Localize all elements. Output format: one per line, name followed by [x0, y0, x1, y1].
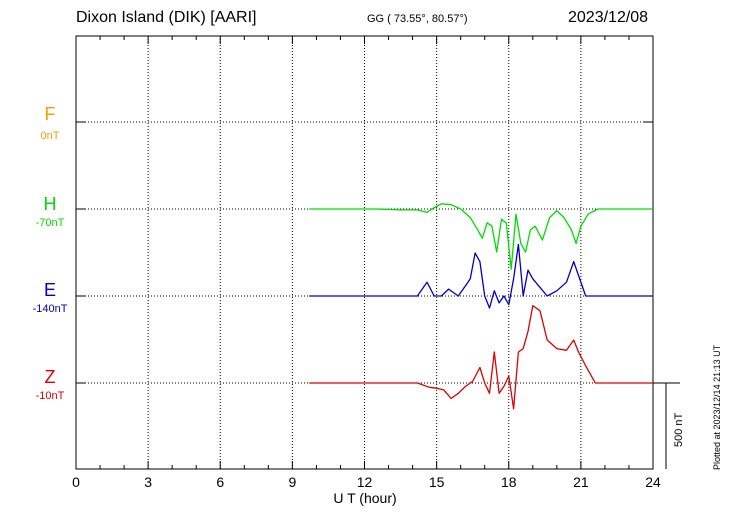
- x-tick-label: 0: [72, 474, 80, 490]
- x-tick-label: 21: [573, 474, 589, 490]
- scale-bar: [653, 382, 680, 469]
- channel-offset-h: -70nT: [35, 217, 65, 229]
- plotted-timestamp: Plotted at 2023/12/14 21:13 UT: [712, 344, 722, 470]
- x-axis-label: U T (hour): [333, 490, 397, 506]
- x-tick-label: 24: [645, 474, 661, 490]
- x-tick-label: 18: [501, 474, 517, 490]
- x-tick-label: 6: [216, 474, 224, 490]
- x-tick-label: 9: [288, 474, 296, 490]
- grid-lines: [147, 36, 582, 469]
- data-series: [309, 203, 653, 410]
- x-tick-label: 12: [357, 474, 373, 490]
- channel-label-f: F: [44, 104, 56, 124]
- x-tick-label: 15: [429, 474, 445, 490]
- channel-label-e: E: [43, 280, 56, 300]
- x-axis-ticks: 0 3 6 9 12 15 18 21 24: [72, 36, 661, 490]
- channel-label-z: Z: [44, 367, 56, 387]
- date-label: 2023/12/08: [568, 9, 649, 26]
- series-line-h: [309, 203, 653, 270]
- channel-offset-f: 0nT: [40, 130, 60, 142]
- series-line-z: [309, 304, 653, 410]
- channel-offset-e: -140nT: [32, 303, 68, 315]
- station-coords: GG ( 73.55°, 80.57°): [367, 13, 468, 25]
- scale-bar-label: 500 nT: [673, 412, 685, 447]
- series-line-e: [309, 243, 653, 309]
- station-title: Dixon Island (DIK) [AARI]: [76, 9, 257, 26]
- channel-offset-z: -10nT: [35, 390, 65, 402]
- channel-label-h: H: [43, 194, 57, 214]
- x-tick-label: 3: [144, 474, 152, 490]
